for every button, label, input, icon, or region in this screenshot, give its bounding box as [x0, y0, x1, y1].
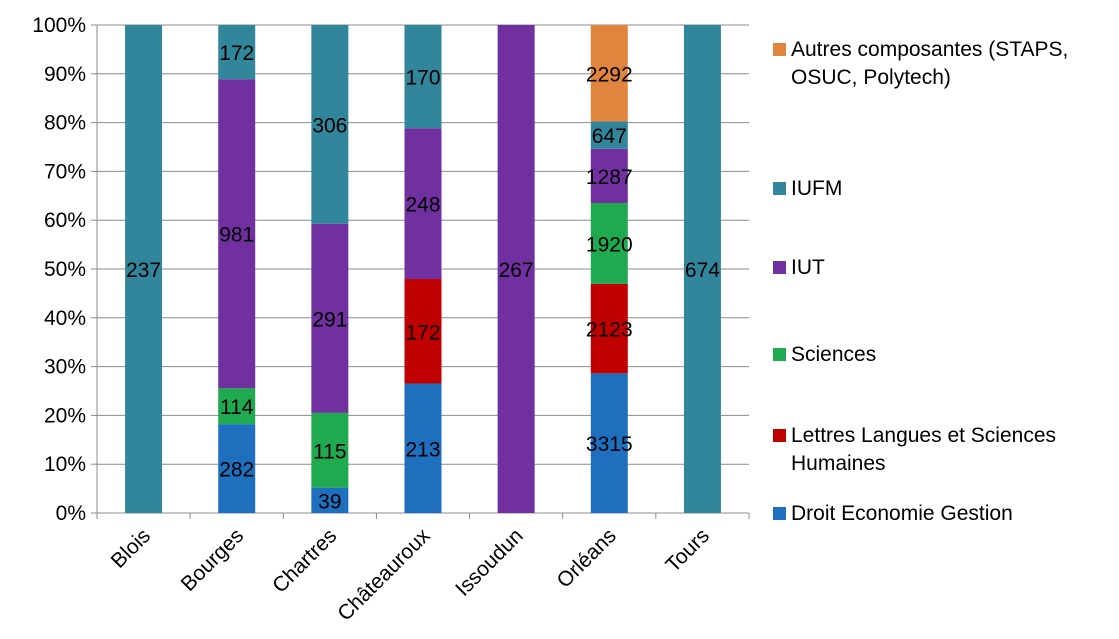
- legend-item: Droit Economie Gestion: [773, 500, 1111, 528]
- x-tick-label: Blois: [107, 524, 155, 572]
- bar-segment: [404, 128, 442, 280]
- data-label: 248: [405, 194, 440, 217]
- bar-segment: [125, 25, 163, 513]
- data-label: 1920: [586, 233, 633, 256]
- legend-item: IUFM: [773, 175, 1111, 203]
- y-tick-label: 60%: [44, 209, 86, 232]
- legend-label: Droit Economie Gestion: [791, 502, 1013, 525]
- data-label: 1287: [586, 166, 633, 189]
- bar-segment: [311, 487, 349, 513]
- bar-segment: [311, 223, 349, 413]
- data-label: 2292: [586, 63, 633, 86]
- bar-segment: [404, 279, 442, 384]
- x-tick-label: Issoudun: [451, 524, 528, 601]
- legend: Autres composantes (STAPS, OSUC, Polytec…: [773, 0, 1113, 639]
- bar-segment: [404, 25, 442, 129]
- bar-segment: [590, 25, 628, 122]
- legend-swatch: [773, 348, 786, 361]
- data-label: 39: [318, 490, 341, 513]
- bar-segment: [311, 25, 349, 224]
- y-tick-label: 50%: [44, 258, 86, 281]
- legend-item: Autres composantes (STAPS, OSUC, Polytec…: [773, 36, 1111, 92]
- bar-segment: [311, 412, 349, 488]
- data-label: 282: [219, 459, 254, 482]
- legend-swatch: [773, 182, 786, 195]
- bar-segment: [683, 25, 721, 513]
- legend-item: Sciences: [773, 341, 1111, 369]
- x-tick-label: Châteauroux: [333, 524, 435, 626]
- y-tick-label: 80%: [44, 112, 86, 135]
- stacked-bar-chart: 0% 10% 20% 30% 40% 50% 60% 70% 80% 90% 100% 237 Bloi…: [32, 14, 750, 626]
- data-label: 3315: [586, 433, 633, 456]
- legend-label: Autres composantes (STAPS, OSUC, Polytec…: [791, 38, 1069, 89]
- bar-segment: [218, 424, 256, 513]
- x-tick-label: Tours: [661, 524, 714, 577]
- data-label: 115: [313, 440, 346, 463]
- data-label: 172: [405, 321, 440, 344]
- data-label: 291: [312, 308, 347, 331]
- legend-item: IUT: [773, 254, 1111, 282]
- legend-swatch: [773, 261, 786, 274]
- legend-label: Sciences: [791, 343, 877, 366]
- y-tick-label: 90%: [44, 63, 86, 86]
- y-tick-label: 40%: [44, 307, 86, 330]
- bar-segment: [497, 25, 535, 513]
- x-tick-label: Orléans: [553, 524, 621, 592]
- bar-segment: [590, 121, 628, 149]
- x-tick-label: Chartres: [268, 524, 341, 597]
- bar-segment: [590, 283, 628, 374]
- y-tick-label: 10%: [44, 453, 86, 476]
- data-label: 213: [405, 438, 440, 461]
- y-tick-label: 0%: [56, 502, 86, 525]
- bar-segment: [218, 388, 256, 425]
- data-label: 306: [312, 114, 347, 137]
- bar-segment: [590, 203, 628, 284]
- bar-segment: [590, 373, 628, 513]
- y-tick-label: 70%: [44, 160, 86, 183]
- data-label: 172: [219, 42, 254, 65]
- data-label: 2123: [586, 319, 633, 342]
- y-tick-label: 30%: [44, 356, 86, 379]
- data-label: 674: [685, 259, 720, 282]
- data-label: 170: [405, 67, 440, 90]
- legend-label: IUFM: [791, 177, 843, 200]
- bar-segment: [218, 79, 256, 389]
- data-label: 267: [499, 259, 534, 282]
- legend-swatch: [773, 507, 786, 520]
- data-label: 981: [219, 224, 254, 247]
- legend-label: IUT: [791, 256, 825, 279]
- data-label: 647: [592, 125, 627, 148]
- legend-swatch: [773, 43, 786, 56]
- bar-segment: [218, 25, 256, 80]
- y-tick-label: 100%: [32, 14, 86, 37]
- data-label: 237: [126, 259, 161, 282]
- legend-swatch: [773, 429, 786, 442]
- x-tick-label: Bourges: [177, 524, 249, 596]
- legend-item: Lettres Langues et Sciences Humaines: [773, 422, 1111, 478]
- y-tick-label: 20%: [44, 404, 86, 427]
- data-label: 114: [220, 396, 254, 419]
- bar-segment: [590, 148, 628, 204]
- legend-label: Lettres Langues et Sciences Humaines: [791, 424, 1057, 475]
- bar-segment: [404, 383, 442, 513]
